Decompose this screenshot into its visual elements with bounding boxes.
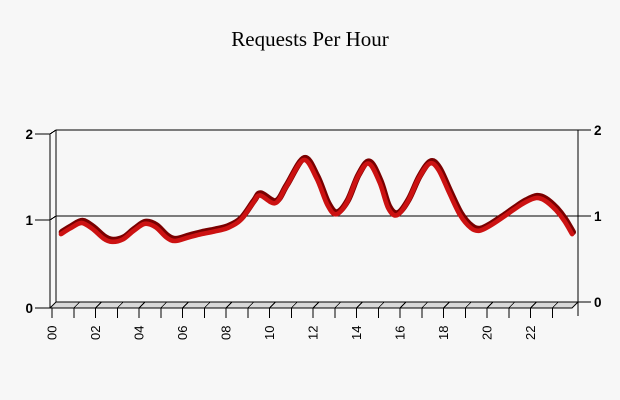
- floor-cell-divider: [334, 301, 342, 309]
- x-axis-label: 04: [132, 326, 147, 340]
- floor-cell-divider: [138, 301, 146, 309]
- floor-cell-divider: [312, 301, 320, 309]
- floor-strip: [48, 301, 580, 309]
- y-axis-label-right: 1: [594, 209, 602, 224]
- floor-cell-divider: [269, 301, 276, 309]
- chart-title: Requests Per Hour: [231, 27, 389, 51]
- x-axis-label: 20: [480, 326, 495, 340]
- x-axis-label: 12: [306, 326, 321, 340]
- floor-cell-divider: [551, 301, 559, 309]
- floor-cell-divider: [508, 301, 516, 309]
- x-axis-label: 06: [175, 326, 190, 340]
- y-axis-label-left: 2: [25, 127, 33, 142]
- floor-cell-divider: [399, 301, 407, 309]
- floor-cell-divider: [377, 301, 385, 309]
- floor-cell-divider: [530, 301, 537, 309]
- floor-cell-divider: [356, 301, 363, 309]
- floor-cell-divider: [486, 301, 494, 309]
- x-axis-label: 00: [45, 326, 60, 340]
- floor-cell-divider: [443, 301, 450, 309]
- floor-cell-divider: [116, 301, 124, 309]
- floor-cell-divider: [464, 301, 472, 309]
- x-axis-label: 22: [523, 326, 538, 340]
- floor-cell-divider: [73, 301, 81, 309]
- floor-cell-divider: [182, 301, 189, 309]
- y-axis-label-left: 0: [25, 301, 33, 316]
- series-line: [58, 157, 575, 245]
- floor-cell-divider: [290, 301, 298, 309]
- y-axis-label-right: 2: [594, 123, 602, 138]
- y-axis-label-left: 1: [25, 213, 33, 228]
- floor-cell-divider: [247, 301, 255, 309]
- floor-cell-divider: [203, 301, 211, 309]
- x-axis-label: 02: [88, 326, 103, 340]
- x-axis-label: 08: [219, 326, 234, 340]
- wall-top-bevel: [49, 129, 57, 135]
- floor-cell-divider: [160, 301, 168, 309]
- x-axis-label: 18: [436, 326, 451, 340]
- x-axis-label: 14: [349, 326, 364, 340]
- floor-cell-divider: [225, 301, 233, 309]
- y-axis-label-right: 0: [594, 295, 602, 310]
- floor-cell-divider: [95, 301, 102, 309]
- gridline-left-jog: [49, 215, 57, 221]
- x-axis-label: 10: [262, 326, 277, 340]
- x-axis-label: 16: [393, 326, 408, 340]
- floor-cell-divider: [421, 301, 429, 309]
